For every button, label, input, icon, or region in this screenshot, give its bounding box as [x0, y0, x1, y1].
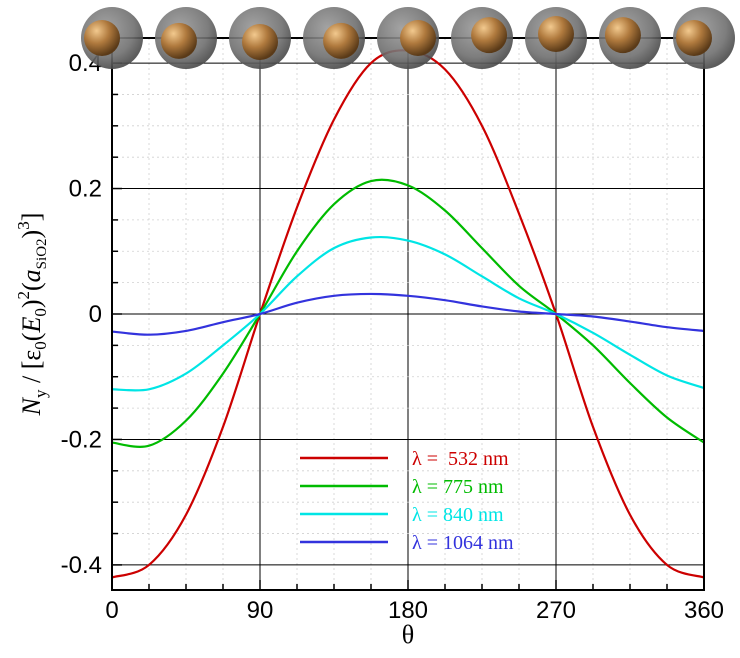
particle-icon — [303, 7, 365, 69]
particle-icon — [229, 7, 291, 69]
grid — [112, 38, 704, 590]
particle-icon — [155, 7, 217, 69]
particle-icon — [599, 7, 661, 69]
y-tick-label: -0.4 — [61, 552, 102, 579]
particle-icon — [81, 7, 143, 69]
particle-icon — [673, 7, 735, 69]
x-tick-label: 360 — [684, 597, 724, 624]
series-line-1 — [111, 178, 705, 448]
particle-icon — [525, 7, 587, 69]
series-line-3 — [111, 292, 705, 336]
x-tick-label: 270 — [536, 597, 576, 624]
particle-icon — [377, 7, 439, 69]
x-axis-title: θ — [402, 620, 414, 649]
particle-strip — [81, 7, 735, 69]
y-tick-label: -0.2 — [61, 426, 102, 453]
x-tick-label: 90 — [247, 597, 274, 624]
ticks: 0 90 180 270 360-0.4-0.200.20.4 — [61, 50, 724, 624]
x-tick-label: 0 — [105, 597, 118, 624]
y-axis-title: Ny / [ε0(E0)2(aSiO2)3] — [14, 213, 50, 417]
y-tick-label: 0 — [89, 301, 102, 328]
legend: λ = 532 nm λ = 775 nm λ = 840 nm λ = 106… — [300, 448, 514, 554]
y-tick-label: 0.2 — [69, 176, 102, 203]
series-line-2 — [111, 235, 705, 392]
x-tick-label: 180 — [388, 597, 428, 624]
particle-icon — [451, 7, 513, 69]
legend-label-775: λ = 775 nm — [412, 476, 504, 498]
legend-label-532: λ = 532 nm — [412, 448, 509, 470]
legend-label-840: λ = 840 nm — [412, 504, 504, 526]
legend-label-1064: λ = 1064 nm — [412, 532, 514, 554]
